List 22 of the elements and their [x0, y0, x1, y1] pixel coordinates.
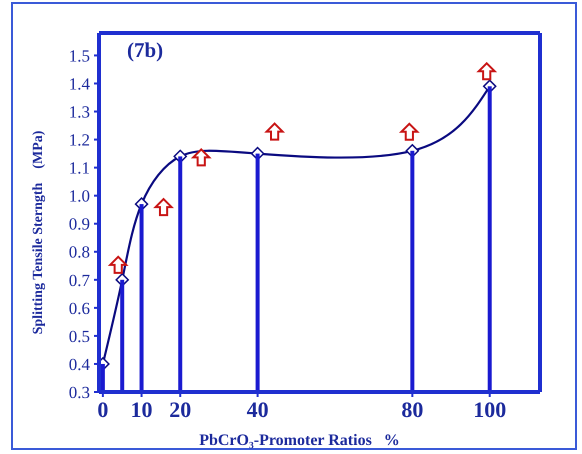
y-tick-label: 1.2 — [68, 130, 90, 150]
y-tick-label: 0.6 — [68, 298, 90, 318]
y-tick-label: 1.1 — [68, 158, 90, 178]
x-tick-label: 80 — [401, 397, 424, 422]
y-tick-label: 1.5 — [68, 46, 90, 66]
y-tick-label: 0.8 — [68, 242, 90, 262]
y-tick-label: 0.3 — [68, 382, 90, 402]
x-tick-label: 10 — [130, 397, 153, 422]
y-tick-label: 1.0 — [68, 186, 90, 206]
y-tick-label: 0.5 — [68, 326, 90, 346]
y-axis-title: Splitting Tensile Sterngth (MPa) — [31, 130, 46, 334]
y-tick-label: 0.7 — [68, 270, 90, 290]
x-tick-label: 20 — [169, 397, 192, 422]
y-tick-label: 0.9 — [68, 214, 90, 234]
x-tick-label: 100 — [473, 397, 506, 422]
y-tick-label: 0.4 — [68, 354, 90, 374]
x-tick-label: 0 — [97, 397, 108, 422]
x-tick-label: 40 — [246, 397, 269, 422]
y-tick-label: 1.3 — [68, 102, 90, 122]
y-tick-label: 1.4 — [68, 74, 90, 94]
x-axis-title: PbCrO₃-Promoter Ratios % — [199, 432, 400, 449]
chart-title: (7b) — [127, 38, 164, 62]
